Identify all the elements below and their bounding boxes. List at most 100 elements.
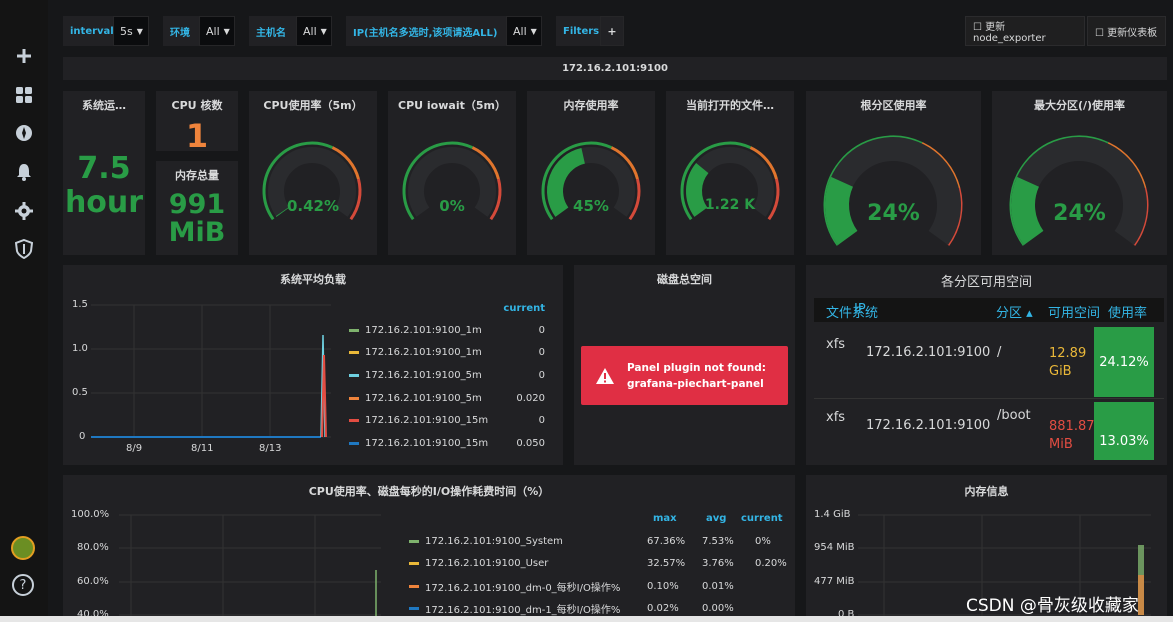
- panel-title: 当前打开的文件…: [686, 99, 774, 112]
- legend-swatch: [349, 351, 359, 355]
- shield-icon[interactable]: [12, 237, 36, 261]
- legend-item[interactable]: 172.16.2.101:9100_15m 0: [349, 410, 545, 432]
- memory-chart: [858, 514, 1151, 622]
- legend-item[interactable]: 172.16.2.101:9100_5m 0.020: [349, 387, 545, 409]
- var-value: All: [303, 24, 317, 38]
- update-exporter-button[interactable]: ☐ 更新node_exporter: [965, 16, 1085, 46]
- var-select-env[interactable]: All ▼: [199, 16, 235, 46]
- legend-current: 0: [538, 347, 545, 359]
- legend-label: 172.16.2.101:9100_15m: [365, 438, 489, 449]
- legend-label: 172.16.2.101:9100_5m: [365, 369, 482, 381]
- y-tick: 40.0%: [77, 609, 109, 620]
- cell-ip: 172.16.2.101:9100: [866, 345, 991, 360]
- legend-current: 0: [538, 369, 545, 381]
- legend-swatch: [349, 419, 359, 423]
- var-select-hostname[interactable]: All ▼: [296, 16, 332, 46]
- x-tick: 8/9: [126, 443, 143, 454]
- cpu-usage-value: 0.42%: [286, 197, 340, 215]
- help-icon[interactable]: ?: [12, 574, 34, 596]
- cell-usage: 24.12%: [1094, 327, 1154, 397]
- load-legend: current 172.16.2.101:9100_1m 0 172.16.2.10…: [349, 299, 545, 449]
- explore-icon[interactable]: [12, 121, 36, 145]
- gauge-track: [268, 147, 356, 217]
- legend-item[interactable]: 172.16.2.101:9100_15m 0.050: [349, 433, 545, 455]
- update-dashboard-button[interactable]: ☐ 更新仪表板: [1087, 16, 1166, 46]
- legend-item[interactable]: 172.16.2.101:9100_1m 0: [349, 319, 545, 341]
- col-header-mount[interactable]: 分区 ▴: [996, 306, 1033, 321]
- alerting-icon[interactable]: [12, 160, 36, 184]
- cell-mount: /: [997, 345, 1002, 360]
- panel-title: CPU使用率（5m）: [263, 99, 363, 112]
- var-label-ip: IP(主机名多选时,该项请选ALL): [346, 16, 506, 46]
- root-partition-panel: 根分区使用率 24%: [806, 91, 981, 255]
- row-title[interactable]: 172.16.2.101:9100: [63, 57, 1167, 80]
- gauge-threshold: [767, 178, 780, 221]
- legend-item[interactable]: 172.16.2.101:9100_User 32.57% 3.76% 0.20%: [405, 553, 787, 575]
- gear-icon[interactable]: [12, 199, 36, 223]
- caret-down-icon: ▼: [223, 26, 230, 36]
- cpu-iowait-value: 0%: [439, 197, 465, 215]
- filters-add-button[interactable]: +: [600, 16, 624, 46]
- var-label-interval: interval: [63, 16, 114, 46]
- dashboards-icon[interactable]: [12, 83, 36, 107]
- max-partition-panel: 最大分区(/)使用率 24%: [992, 91, 1167, 255]
- legend-current: 0.20%: [755, 558, 787, 569]
- legend-item[interactable]: 172.16.2.101:9100_1m 0: [349, 342, 545, 364]
- error-line-1: Panel plugin not found:: [627, 361, 766, 374]
- col-header-usage[interactable]: 使用率: [1108, 306, 1148, 321]
- avatar[interactable]: [11, 536, 35, 560]
- y-tick: 0 B: [838, 609, 855, 620]
- panel-title: 内存信息: [964, 485, 1009, 498]
- table-row: xfs 172.16.2.101:9100 / 12.89 GiB 24.12%: [814, 325, 1164, 399]
- var-select-ip[interactable]: All ▼: [506, 16, 542, 46]
- legend-current: 0: [538, 415, 545, 427]
- gauge-threshold: [541, 141, 613, 221]
- panel-title: 根分区使用率: [860, 99, 927, 112]
- gauge-threshold: [331, 146, 360, 180]
- root-partition-gauge: [823, 135, 963, 246]
- y-tick: 1.0: [72, 343, 88, 354]
- legend-avg: 3.76%: [702, 558, 734, 569]
- mem-usage-gauge: [541, 141, 641, 221]
- gauge-threshold: [610, 146, 639, 180]
- col-header-ip[interactable]: IP: [854, 302, 866, 317]
- x-tick: 8/13: [259, 443, 282, 454]
- legend-label: 172.16.2.101:9100_15m: [365, 415, 489, 427]
- table-header: [814, 298, 1164, 322]
- mem-total-unit: MiB: [168, 217, 226, 248]
- legend-item[interactable]: 172.16.2.101:9100_System 67.36% 7.53% 0%: [405, 530, 781, 552]
- y-tick: 0.5: [72, 387, 88, 398]
- col-header-avail[interactable]: 可用空间: [1048, 306, 1101, 321]
- cell-ip: 172.16.2.101:9100: [866, 418, 991, 433]
- y-tick: 80.0%: [77, 542, 109, 553]
- watermark: CSDN @骨灰级收藏家: [966, 596, 1139, 616]
- panel-title: 磁盘总空间: [657, 273, 712, 286]
- cpu-iowait-panel: CPU iowait（5m） 0%: [388, 91, 516, 255]
- mem-total-value: 991: [168, 189, 226, 220]
- col-header-fs[interactable]: 文件系统: [826, 306, 879, 321]
- table-row: xfs 172.16.2.101:9100 /boot 881.87 MiB 1…: [814, 400, 1164, 462]
- y-tick: 954 MiB: [814, 542, 855, 553]
- panel-title: 各分区可用空间: [940, 275, 1032, 290]
- gauge-track: [408, 147, 496, 217]
- cell-avail: 12.89 GiB: [1049, 346, 1087, 379]
- legend-swatch: [349, 373, 359, 377]
- topbar: interval 5s ▼ 环境 All ▼ 主机名 All ▼ IP(主机名多选时,…: [48, 0, 1173, 56]
- legend-item[interactable]: 172.16.2.101:9100_dm-1_每秒I/O操作% 0.02% 0.00…: [405, 598, 781, 620]
- uptime-value: 7.5: [77, 151, 131, 186]
- y-tick: 0: [79, 431, 86, 442]
- mem-usage-panel: 内存使用率 45%: [527, 91, 655, 255]
- uptime-unit: hour: [64, 185, 144, 220]
- root-partition-value: 24%: [867, 201, 920, 226]
- mem-total-panel: 内存总量 991 MiB: [156, 161, 238, 255]
- legend-swatch: [409, 607, 419, 610]
- var-select-interval[interactable]: 5s ▼: [113, 16, 149, 46]
- legend-item[interactable]: 172.16.2.101:9100_dm-0_每秒I/O操作% 0.10% 0.01…: [405, 575, 781, 597]
- cell-fs: xfs: [826, 337, 846, 352]
- cpu-usage-gauge: [262, 141, 362, 221]
- plus-icon[interactable]: [12, 44, 36, 68]
- var-value: 5s: [120, 24, 133, 38]
- caret-down-icon: ▼: [530, 26, 537, 36]
- legend-swatch: [349, 442, 359, 445]
- legend-item[interactable]: 172.16.2.101:9100_5m 0: [349, 364, 545, 386]
